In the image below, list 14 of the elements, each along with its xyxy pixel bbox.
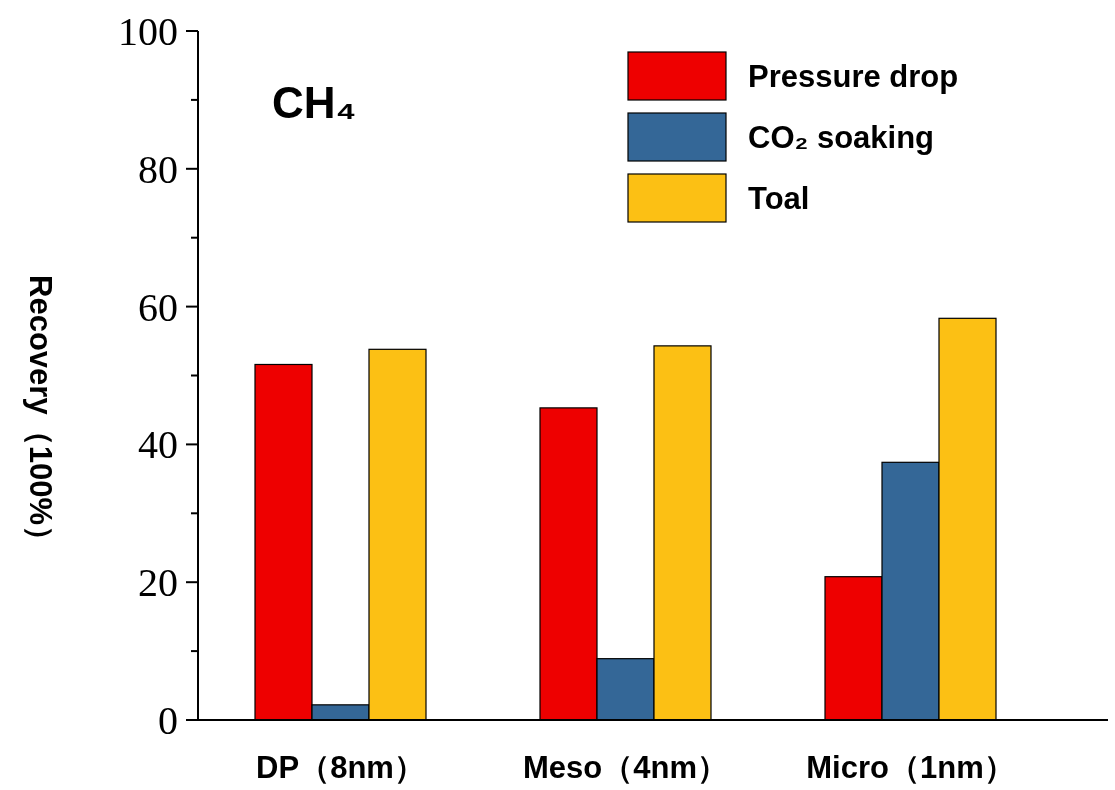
legend-label: CO₂ soaking <box>748 119 935 155</box>
y-tick-label: 60 <box>138 284 178 330</box>
legend-label: Pressure drop <box>748 58 959 94</box>
y-axis-title: Recovery（100%） <box>23 275 58 556</box>
legend-label: Toal <box>748 180 810 216</box>
y-tick-label: 0 <box>158 698 178 743</box>
annotation: CH₄ <box>272 78 357 127</box>
y-tick-label: 100 <box>118 9 178 54</box>
x-tick-label: Micro（1nm） <box>806 750 1015 785</box>
y-tick-label: 20 <box>138 560 178 606</box>
y-tick-label: 40 <box>138 422 178 468</box>
x-tick-label: Meso（4nm） <box>523 750 728 785</box>
x-tick-label: DP（8nm） <box>256 750 425 785</box>
y-tick-label: 80 <box>138 146 178 192</box>
